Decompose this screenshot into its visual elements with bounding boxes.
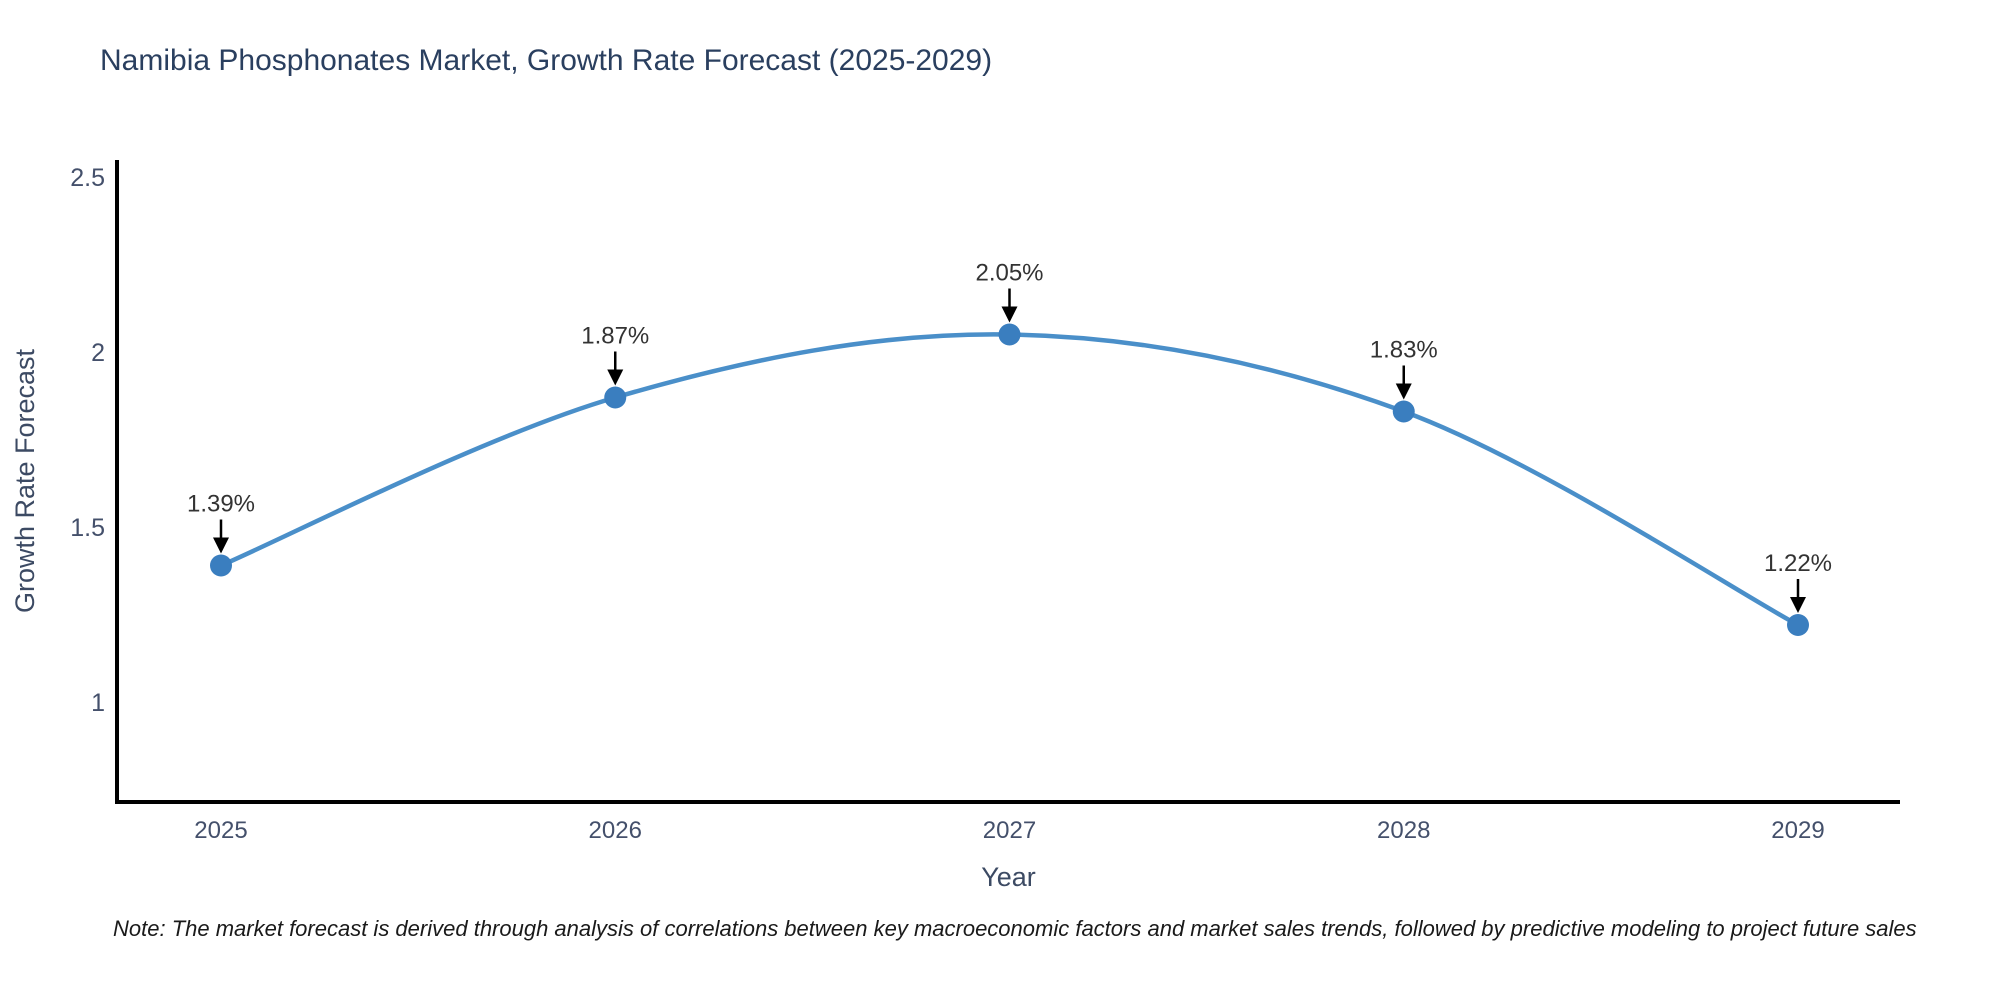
- data-point-2028[interactable]: [1392, 400, 1415, 423]
- trend-line: [218, 332, 1801, 628]
- annotation-arrowhead-icon: [607, 369, 624, 386]
- x-tick-label-2026: 2026: [589, 817, 642, 844]
- annotation-arrowhead-icon: [1001, 306, 1018, 323]
- x-axis-title: Year: [981, 862, 1036, 892]
- y-axis-title: Growth Rate Forecast: [10, 348, 40, 613]
- annotation-label-2025: 1.39%: [187, 491, 255, 518]
- data-point-2027[interactable]: [998, 323, 1021, 346]
- annotation-label-2029: 1.22%: [1764, 550, 1832, 577]
- x-tick-label-2027: 2027: [983, 817, 1036, 844]
- x-tick-label-2028: 2028: [1377, 817, 1430, 844]
- annotation-label-2028: 1.83%: [1370, 337, 1438, 364]
- data-point-2026[interactable]: [604, 386, 627, 409]
- annotation-label-2026: 1.87%: [581, 323, 649, 350]
- y-tick-label-1: 1: [91, 689, 105, 717]
- x-tick-label-2029: 2029: [1771, 817, 1824, 844]
- annotation-label-2027: 2.05%: [975, 260, 1043, 287]
- annotation-arrowhead-icon: [1395, 383, 1412, 400]
- data-point-2025[interactable]: [210, 554, 232, 577]
- y-tick-label-2: 2: [91, 339, 105, 367]
- annotation-arrowhead-icon: [213, 537, 229, 554]
- annotation-arrowhead-icon: [1790, 597, 1806, 613]
- data-point-2029[interactable]: [1787, 614, 1809, 636]
- y-tick-label-2.5: 2.5: [70, 164, 105, 192]
- chart-title: Namibia Phosphonates Market, Growth Rate…: [100, 44, 993, 77]
- x-tick-label-2025: 2025: [194, 817, 247, 844]
- y-tick-label-1.5: 1.5: [70, 514, 105, 542]
- footnote: Note: The market forecast is derived thr…: [113, 916, 1917, 941]
